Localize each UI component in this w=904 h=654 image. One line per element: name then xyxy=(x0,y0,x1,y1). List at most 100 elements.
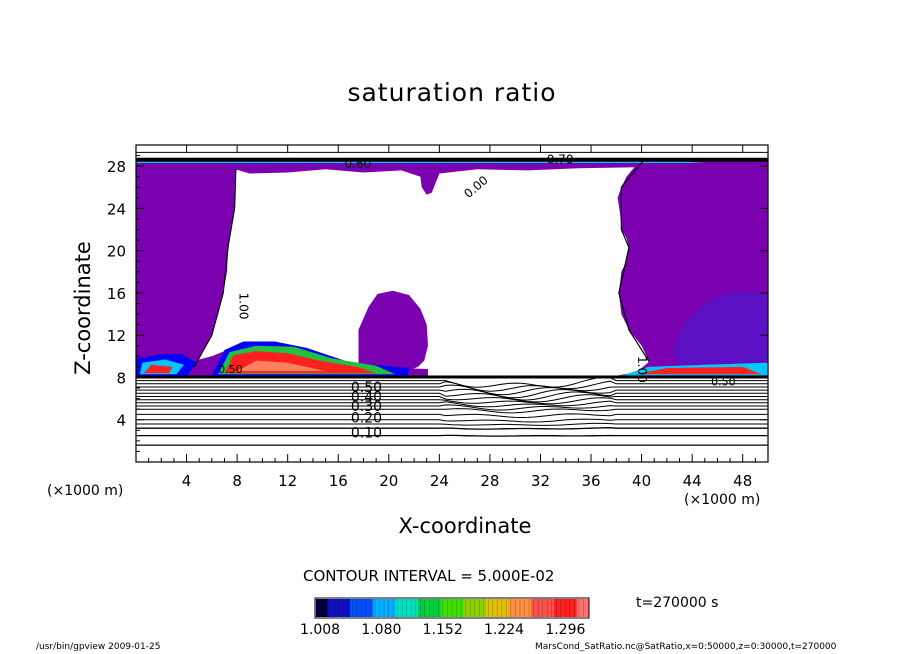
contour-label: 1.00 xyxy=(635,356,649,383)
colorbar-tick-label: 1.008 xyxy=(300,622,341,638)
colorbar-cell xyxy=(574,599,578,617)
colorbar-cell xyxy=(340,599,344,617)
colorbar-cell xyxy=(497,599,501,617)
colorbar-cell xyxy=(436,599,439,617)
colorbar-cell xyxy=(540,599,544,617)
colorbar-cell xyxy=(390,599,394,617)
band-red-left xyxy=(143,364,173,374)
colorbar-cell xyxy=(320,599,324,617)
contour-line xyxy=(136,422,768,426)
colorbar-cell xyxy=(429,599,433,617)
contour-label: 0.50 xyxy=(218,363,243,376)
colorbar-cell xyxy=(347,599,351,617)
colorbar-cell xyxy=(456,599,460,617)
colorbar-cell xyxy=(461,599,464,617)
x-tick-label: 44 xyxy=(683,472,702,490)
colorbar-cell xyxy=(495,599,498,617)
footer-left: /usr/bin/gpview 2009-01-25 xyxy=(36,642,161,652)
colorbar-cell xyxy=(567,599,571,617)
contour-label: 0.70 xyxy=(547,153,574,167)
colorbar-cell xyxy=(585,599,589,617)
colorbar-cell xyxy=(331,599,335,617)
contour-1.00-right xyxy=(618,159,650,362)
contour-label: 0.20 xyxy=(351,411,382,427)
colorbar-cell xyxy=(515,599,519,617)
colorbar-cell xyxy=(581,599,585,617)
colorbar-tick-label: 1.080 xyxy=(361,622,402,638)
colorbar-cell xyxy=(449,599,453,617)
colorbar-cell xyxy=(542,599,546,617)
colorbar-cell xyxy=(372,599,376,617)
colorbar-cell xyxy=(343,599,347,617)
darker-saturation-right xyxy=(673,290,768,374)
colorbar-cell xyxy=(431,599,435,617)
colorbar-cell xyxy=(522,599,526,617)
colorbar-cell xyxy=(463,599,467,617)
y-tick-label: 12 xyxy=(107,327,126,345)
colorbar-cell xyxy=(370,599,374,617)
colorbar-cell xyxy=(325,599,328,617)
colorbar-cell xyxy=(492,599,496,617)
x-tick-label: 32 xyxy=(531,472,550,490)
footer-right: MarsCond_SatRatio.nc@SatRatio,x=0:50000,… xyxy=(535,642,837,652)
colorbar-cell xyxy=(381,599,385,617)
contour-line xyxy=(136,388,768,399)
saturated-bubble xyxy=(358,290,428,374)
contour-line xyxy=(136,397,768,405)
colorbar-cell xyxy=(393,599,396,617)
colorbar-tick-label: 1.224 xyxy=(484,622,525,638)
colorbar-cell xyxy=(356,599,360,617)
colorbar-cell xyxy=(350,599,353,617)
colorbar-cell xyxy=(533,599,537,617)
x-tick-label: 28 xyxy=(480,472,499,490)
colorbar-cell xyxy=(556,599,560,617)
colorbar-cell xyxy=(572,599,575,617)
colorbar-cell xyxy=(415,599,419,617)
band-orange-mid xyxy=(237,360,326,372)
colorbar-cell xyxy=(506,599,510,617)
colorbar-cell xyxy=(445,599,449,617)
contour-line xyxy=(136,404,768,411)
colorbar-cell xyxy=(411,599,415,617)
x-tick-label: 40 xyxy=(632,472,651,490)
colorbar-cell xyxy=(327,599,331,617)
colorbar-cell xyxy=(354,599,358,617)
colorbar-cell xyxy=(329,599,333,617)
colorbar-frame xyxy=(314,597,590,619)
contour-line xyxy=(136,427,768,430)
colorbar-cell xyxy=(483,599,487,617)
colorbar-cell xyxy=(399,599,403,617)
contour-line xyxy=(136,376,768,388)
colorbar-cell xyxy=(433,599,437,617)
colorbar-cell xyxy=(490,599,494,617)
contour-line xyxy=(136,434,768,437)
colorbar-cell xyxy=(470,599,473,617)
colorbar-cell xyxy=(377,599,381,617)
colorbar-cell xyxy=(397,599,401,617)
colorbar-cell xyxy=(486,599,489,617)
colorbar-cell xyxy=(549,599,553,617)
colorbar-cell xyxy=(427,599,430,617)
y-tick-label: 24 xyxy=(107,200,126,218)
colorbar-cell xyxy=(520,599,523,617)
colorbar-cell xyxy=(465,599,469,617)
colorbar-cell xyxy=(447,599,451,617)
contour-label: 0.50 xyxy=(711,376,736,389)
colorbar-cell xyxy=(359,599,362,617)
colorbar-cell xyxy=(558,599,562,617)
colorbar-cell xyxy=(526,599,530,617)
colorbar-cell xyxy=(479,599,483,617)
y-tick-label: 4 xyxy=(116,412,126,430)
x-unit-right: (×1000 m) xyxy=(684,492,761,508)
x-tick-label: 48 xyxy=(733,472,752,490)
colorbar-cell xyxy=(384,599,387,617)
colorbar-cell xyxy=(422,599,426,617)
colorbar-cell xyxy=(510,599,514,617)
colorbar-cell xyxy=(560,599,564,617)
contour-1.00-left xyxy=(193,169,237,368)
colorbar-cell xyxy=(363,599,367,617)
colorbar-cell xyxy=(513,599,517,617)
x-tick-label: 24 xyxy=(430,472,449,490)
colorbar-cell xyxy=(388,599,392,617)
colorbar-cell xyxy=(476,599,480,617)
